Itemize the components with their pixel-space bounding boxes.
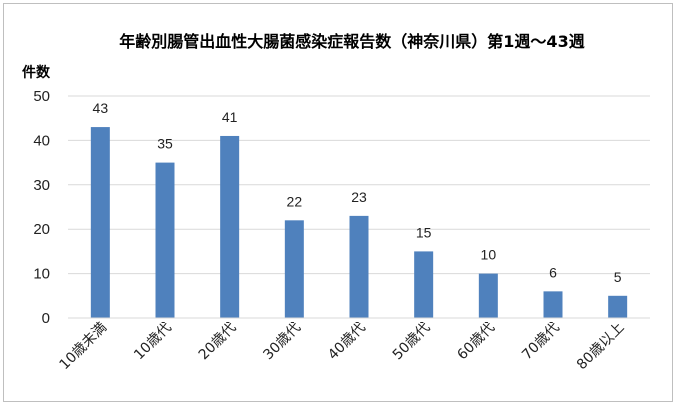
x-tick-label: 40歳代	[325, 320, 369, 364]
x-tick-label: 70歳代	[519, 320, 563, 364]
bar	[543, 291, 563, 318]
y-tick-label: 10	[33, 266, 50, 283]
bar	[349, 215, 369, 318]
data-label: 35	[157, 136, 173, 152]
x-tick-label: 10歳代	[131, 320, 175, 364]
x-tick-label: 30歳代	[260, 320, 304, 364]
chart-frame	[3, 3, 673, 402]
bar	[608, 295, 628, 318]
data-label: 10	[481, 247, 497, 263]
x-tick-label: 60歳代	[454, 320, 498, 364]
data-label: 5	[614, 269, 622, 285]
data-label: 6	[549, 264, 557, 280]
y-tick-label: 50	[33, 88, 50, 105]
bar	[414, 251, 434, 318]
y-tick-label: 20	[33, 221, 50, 238]
x-tick-labels: 10歳未満 10歳代 20歳代 30歳代 40歳代 50歳代 60歳代 70歳代 80歳以上	[57, 320, 628, 374]
data-labels: 43 35 41 22 23 15 10 6 5	[93, 100, 622, 285]
data-label: 15	[416, 224, 432, 240]
bars	[90, 127, 628, 318]
bar	[155, 162, 175, 318]
y-tick-label: 30	[33, 177, 50, 194]
y-tick-label: 0	[42, 310, 50, 327]
x-tick-label: 10歳未満	[57, 320, 111, 374]
y-axis-label: 件数	[22, 64, 51, 81]
x-tick-label: 50歳代	[390, 320, 434, 364]
data-label: 22	[287, 193, 303, 209]
y-tick-labels: 0 10 20 30 40 50	[33, 88, 50, 327]
x-tick-label: 20歳代	[196, 320, 240, 364]
x-tick-label: 80歳以上	[574, 320, 628, 374]
data-label: 43	[93, 100, 109, 116]
chart-title: 年齢別腸管出血性大腸菌感染症報告数（神奈川県）第1週～43週	[119, 32, 584, 51]
bar	[90, 127, 110, 318]
bar	[220, 135, 240, 318]
y-tick-label: 40	[33, 132, 50, 149]
data-label: 23	[351, 189, 367, 205]
bar	[478, 273, 498, 318]
data-label: 41	[222, 109, 238, 125]
bar	[284, 220, 304, 318]
